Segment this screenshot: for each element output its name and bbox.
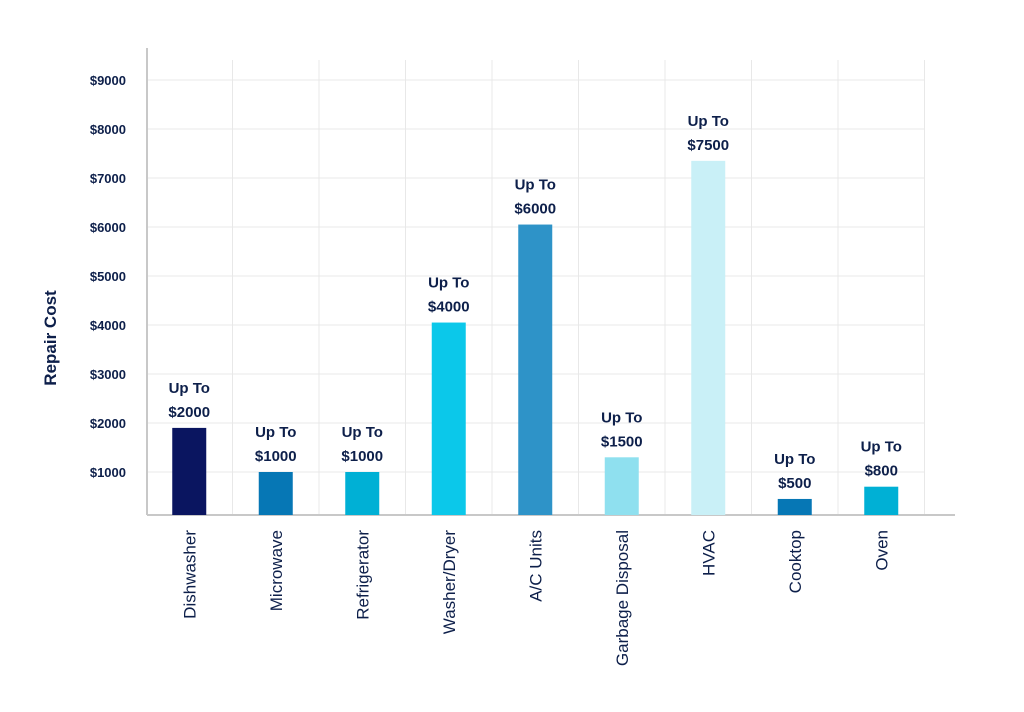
bar-cooktop: [777, 498, 812, 515]
y-axis-title: Repair Cost: [41, 290, 60, 386]
data-label-prefix: Up To: [169, 380, 210, 397]
y-tick-label: $9000: [90, 73, 126, 88]
bar-microwave: [258, 472, 293, 515]
label-layer: $1000 $2000 $3000 $4000 $5000 $6000 $7000 $8000…: [90, 73, 902, 666]
data-label-value: $6000: [514, 201, 556, 218]
bar-hvac: [691, 160, 726, 515]
data-label-value: $1500: [601, 433, 643, 450]
y-tick-label: $4000: [90, 318, 126, 333]
data-label-value: $500: [778, 475, 811, 492]
x-category-label: Refrigerator: [353, 530, 372, 620]
data-label-prefix: Up To: [601, 409, 642, 426]
bar-layer: [172, 160, 899, 516]
y-tick-label: $1000: [90, 465, 126, 480]
data-label-prefix: Up To: [861, 439, 902, 456]
data-label-value: $1000: [255, 448, 297, 465]
bar-a-c-units: [518, 224, 553, 516]
y-tick-label: $2000: [90, 416, 126, 431]
bar-refrigerator: [345, 472, 380, 515]
x-category-label: Oven: [872, 530, 891, 571]
x-category-label: A/C Units: [526, 530, 545, 602]
y-tick-label: $3000: [90, 367, 126, 382]
data-label-prefix: Up To: [774, 451, 815, 468]
data-label-value: $800: [865, 463, 898, 480]
data-label-prefix: Up To: [342, 424, 383, 441]
bar-oven: [864, 486, 899, 515]
y-tick-label: $8000: [90, 122, 126, 137]
x-category-label: HVAC: [699, 530, 718, 576]
y-tick-label: $7000: [90, 171, 126, 186]
y-tick-label: $5000: [90, 269, 126, 284]
data-label-prefix: Up To: [688, 113, 729, 130]
bar-washer-dryer: [431, 322, 466, 515]
x-category-label: Microwave: [267, 530, 286, 611]
data-label-prefix: Up To: [255, 424, 296, 441]
data-label-value: $2000: [168, 404, 210, 421]
data-label-prefix: Up To: [515, 177, 556, 194]
data-label-value: $1000: [341, 448, 383, 465]
x-category-label: Cooktop: [786, 530, 805, 593]
bar-dishwasher: [172, 427, 207, 515]
x-category-label: Dishwasher: [180, 530, 199, 619]
data-label-prefix: Up To: [428, 275, 469, 292]
data-label-value: $4000: [428, 299, 470, 316]
y-tick-label: $6000: [90, 220, 126, 235]
x-category-label: Garbage Disposal: [613, 530, 632, 666]
x-category-label: Washer/Dryer: [440, 530, 459, 635]
bar-garbage-disposal: [604, 457, 639, 515]
data-label-value: $7500: [687, 137, 729, 154]
